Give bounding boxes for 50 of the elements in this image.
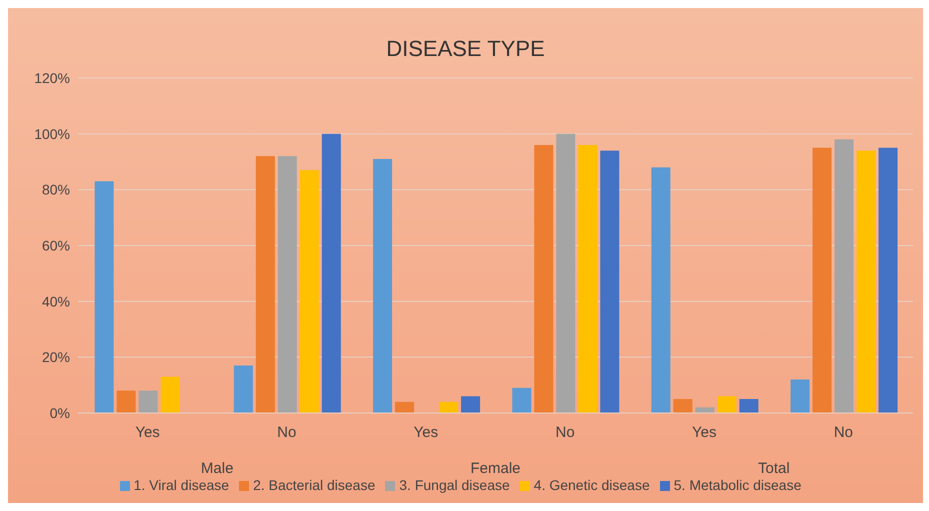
text: Total [758,460,790,477]
text: Male [200,460,234,477]
bar [578,145,598,413]
bar [717,396,736,413]
bar [812,148,832,413]
bar [278,156,297,413]
y-tick-label: 60% [42,237,70,254]
y-tick-label: 0% [50,404,70,421]
bar [461,396,480,413]
x-tick-label: No [834,424,854,441]
y-tick-label: 40% [42,293,70,310]
bar [116,390,136,413]
bar [739,399,758,413]
y-tick-label: 100% [34,126,70,142]
legend-label: 5. Metabolic disease [674,477,802,493]
bar [373,158,392,413]
legend-label: 4. Genetic disease [534,477,650,493]
x-tick-label: No [555,424,575,441]
y-tick-label: 120% [34,70,70,86]
bar [651,167,670,413]
bar [790,380,810,413]
chart-title: DISEASE TYPE [385,36,546,62]
bar [395,402,414,413]
legend-label: 1. Viral disease [134,477,230,493]
legend-label: 3. Fungal disease [399,477,510,493]
bar [439,402,458,413]
bar [673,399,692,413]
bar [300,170,319,413]
bar [94,181,114,413]
legend-label: 2. Bacterial disease [253,477,376,493]
y-tick-label: 20% [42,349,70,366]
x-tick-label: Yes [414,424,438,441]
bar [878,148,898,413]
bar [600,150,620,413]
x-tick-label: Yes [135,424,160,441]
bar [834,139,854,413]
text: Female [470,460,521,477]
bar [556,134,576,413]
x-tick-label: Yes [692,424,716,441]
y-tick-label: 80% [42,182,70,198]
x-tick-label: No [277,424,296,441]
bar [512,388,532,413]
bar [695,407,714,413]
bar [856,150,876,413]
bar [534,145,554,413]
bar [160,376,180,413]
bar [138,390,158,413]
bar [256,156,275,413]
bar [234,366,253,413]
bar [322,134,341,413]
